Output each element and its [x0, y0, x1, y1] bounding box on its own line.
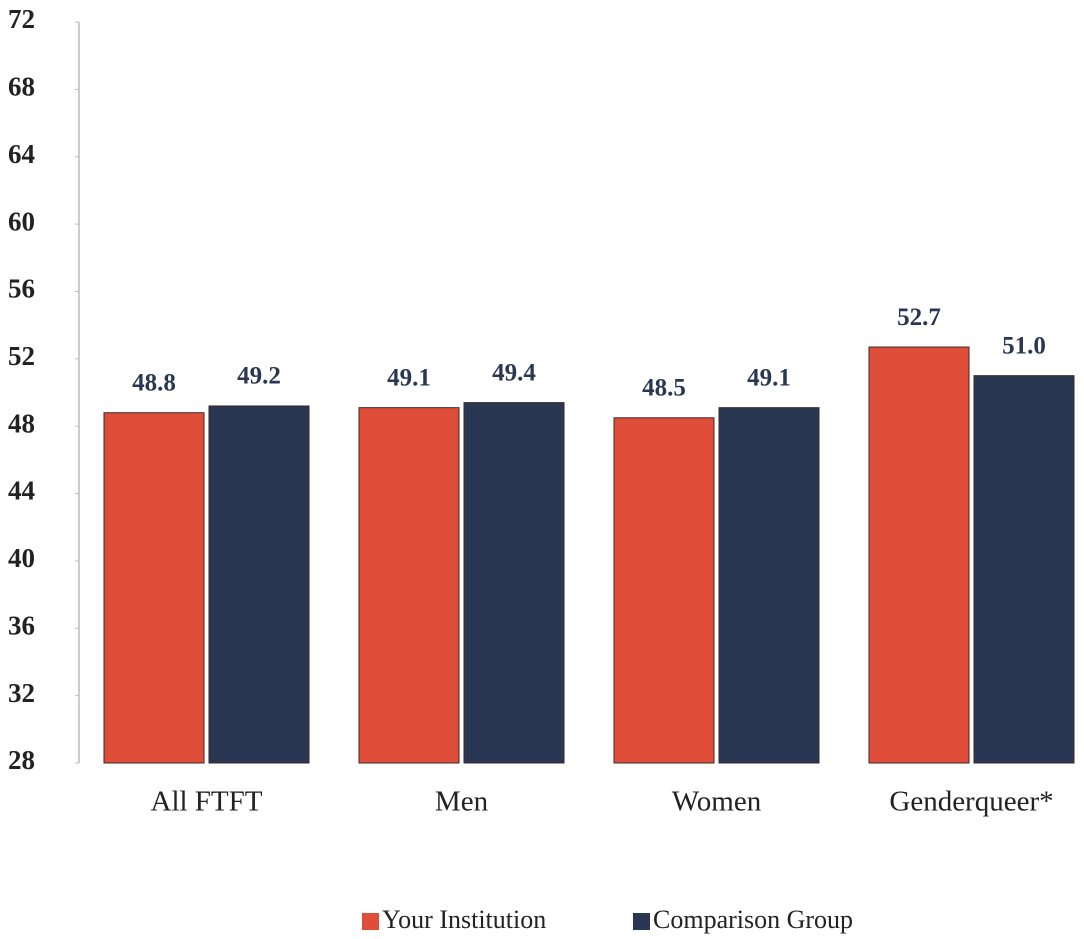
x-tick-label: Women	[672, 786, 762, 818]
legend-label: Your Institution	[382, 905, 546, 934]
value-label: 49.2	[237, 363, 281, 390]
y-tick-label: 28	[8, 745, 35, 775]
legend-label: Comparison Group	[653, 905, 853, 934]
y-tick-label: 68	[8, 72, 35, 102]
y-tick-label: 40	[8, 543, 35, 573]
y-tick-label: 44	[8, 476, 35, 506]
value-label: 51.0	[1002, 332, 1046, 359]
bar	[358, 407, 460, 764]
y-tick-label: 32	[8, 678, 35, 708]
y-tick-label: 64	[8, 139, 35, 169]
value-label: 49.1	[747, 364, 791, 391]
value-label: 52.7	[897, 304, 941, 331]
value-label: 49.1	[387, 364, 431, 391]
x-tick-label: All FTFT	[151, 786, 263, 818]
bar	[463, 402, 565, 764]
bar	[718, 407, 820, 764]
bar	[613, 417, 715, 764]
y-tick-label: 56	[8, 274, 35, 304]
legend-swatch	[362, 913, 379, 930]
bar	[208, 405, 310, 764]
value-label: 49.4	[492, 359, 536, 386]
x-tick-label: Men	[435, 786, 489, 818]
y-tick-label: 48	[8, 408, 35, 438]
bar	[868, 346, 970, 764]
y-tick-label: 72	[8, 4, 35, 34]
y-tick-label: 60	[8, 206, 35, 236]
x-tick-label: Genderqueer*	[889, 786, 1053, 818]
value-label: 48.5	[642, 374, 686, 401]
value-label: 48.8	[132, 369, 176, 396]
y-tick-label: 36	[8, 610, 35, 640]
bar	[973, 375, 1075, 764]
legend-swatch	[633, 913, 650, 930]
bar	[103, 412, 205, 764]
y-tick-label: 52	[8, 341, 35, 371]
